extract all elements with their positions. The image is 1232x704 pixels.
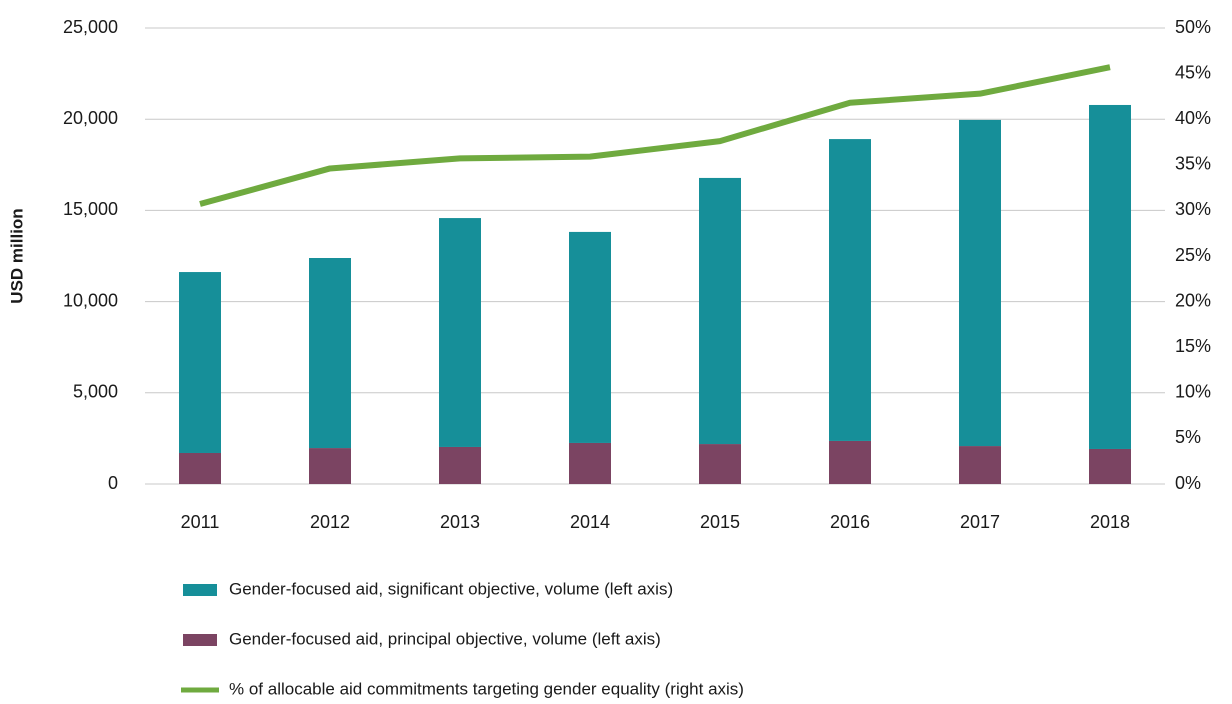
y2-tick-label: 30%	[1175, 199, 1211, 219]
bar	[959, 119, 1001, 447]
x-tick-label: 2013	[440, 512, 480, 532]
bar	[1089, 448, 1131, 484]
y2-tick-label: 10%	[1175, 382, 1211, 402]
y2-tick-label: 50%	[1175, 17, 1211, 37]
legend-swatch	[183, 584, 217, 596]
bar	[569, 442, 611, 484]
y2-tick-label: 25%	[1175, 245, 1211, 265]
y2-tick-label: 5%	[1175, 427, 1201, 447]
y2-tick-label: 35%	[1175, 154, 1211, 174]
x-tick-label: 2016	[830, 512, 870, 532]
x-tick-label: 2012	[310, 512, 350, 532]
y-axis-label: USD million	[7, 208, 26, 303]
x-tick-label: 2011	[181, 512, 220, 532]
y2-tick-label: 0%	[1175, 473, 1201, 493]
bar	[699, 444, 741, 484]
bar	[569, 231, 611, 443]
line	[199, 64, 1111, 207]
y2-tick-label: 20%	[1175, 290, 1211, 310]
bar	[439, 218, 481, 447]
y2-tick-label: 15%	[1175, 336, 1211, 356]
y-tick-label: 20,000	[63, 108, 118, 128]
bar	[439, 446, 481, 484]
bar	[829, 440, 871, 484]
x-tick-label: 2015	[700, 512, 740, 532]
legend-label: Gender-focused aid, significant objectiv…	[229, 579, 673, 598]
bar	[179, 272, 221, 453]
y-tick-label: 10,000	[63, 290, 118, 310]
bar	[829, 139, 871, 441]
bar	[959, 446, 1001, 484]
y-tick-label: 5,000	[73, 382, 118, 402]
y2-tick-label: 45%	[1175, 62, 1211, 82]
y2-tick-label: 40%	[1175, 108, 1211, 128]
x-tick-label: 2014	[570, 512, 610, 532]
bar	[699, 177, 741, 445]
x-tick-label: 2017	[960, 512, 1000, 532]
y-tick-label: 25,000	[63, 17, 118, 37]
legend-label: % of allocable aid commitments targeting…	[229, 679, 744, 698]
bar	[309, 448, 351, 484]
bar	[179, 452, 221, 484]
bar	[1089, 104, 1131, 449]
bar	[309, 258, 351, 449]
legend-swatch	[183, 634, 217, 646]
y-tick-label: 15,000	[63, 199, 118, 219]
x-tick-label: 2018	[1090, 512, 1130, 532]
y-tick-label: 0	[108, 473, 118, 493]
legend-label: Gender-focused aid, principal objective,…	[229, 629, 661, 648]
